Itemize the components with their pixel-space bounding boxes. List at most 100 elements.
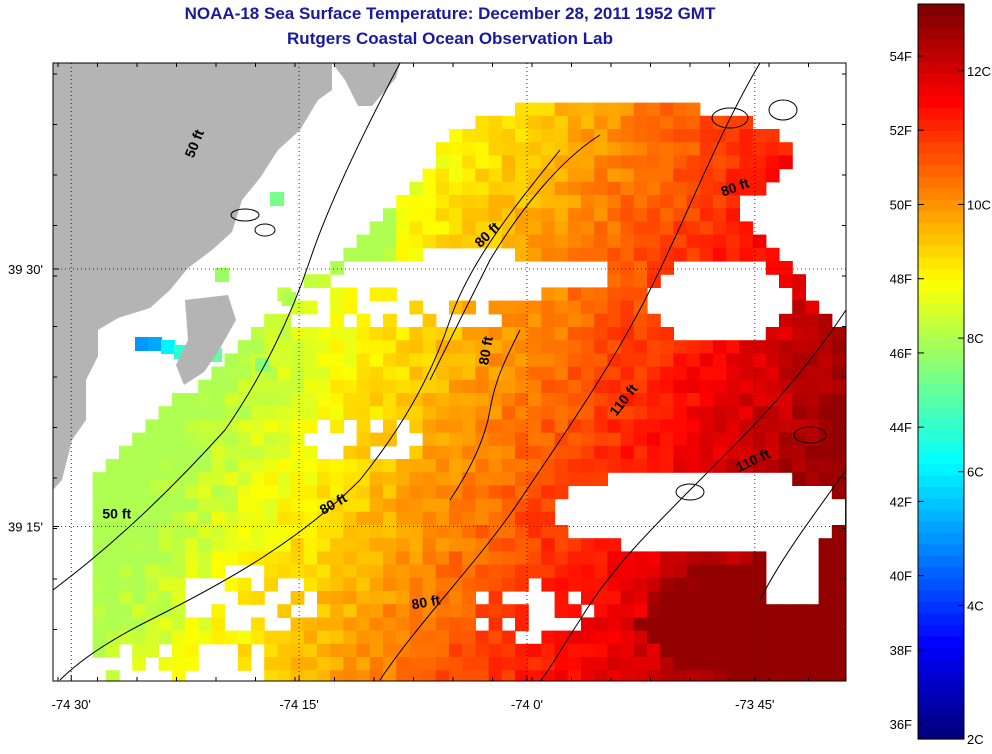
sst-pixel — [528, 142, 542, 156]
sst-pixel — [792, 313, 806, 328]
sst-pixel — [779, 340, 793, 354]
sst-pixel — [594, 142, 608, 156]
sst-pixel — [330, 657, 344, 671]
sst-pixel — [567, 155, 582, 170]
sst-pixel — [554, 472, 569, 486]
sst-pixel — [449, 195, 463, 209]
sst-pixel — [581, 643, 595, 658]
sst-pixel — [647, 195, 661, 209]
sst-pixel — [356, 353, 371, 368]
sst-pixel — [779, 459, 793, 473]
sst-pixel — [158, 577, 173, 592]
sst-pixel — [805, 617, 820, 632]
sst-pixel — [290, 551, 305, 566]
sst-pixel — [369, 643, 384, 658]
sst-pixel — [462, 366, 476, 381]
sst-pixel — [330, 643, 344, 658]
sst-pixel — [343, 657, 358, 671]
sst-pixel — [633, 155, 648, 170]
sst-pixel — [607, 195, 622, 209]
sst-pixel — [633, 142, 648, 156]
sst-pixel — [303, 445, 318, 460]
sst-pixel — [541, 525, 556, 539]
sst-pixel — [818, 564, 833, 579]
sst-pixel — [620, 564, 635, 579]
colorbar-label-celsius: 10C — [967, 197, 991, 212]
sst-pixel — [462, 168, 476, 183]
y-tick-label: 39 15' — [8, 520, 43, 535]
sst-pixel — [607, 155, 622, 170]
sst-pixel — [607, 393, 622, 407]
sst-pixel — [171, 445, 186, 460]
sst-pixel — [515, 327, 529, 341]
colorbar-step — [918, 394, 964, 407]
sst-pixel — [647, 313, 661, 328]
colorbar-step — [918, 153, 964, 166]
sst-pixel — [501, 142, 516, 156]
sst-pixel — [343, 511, 358, 526]
sst-pixel — [396, 643, 410, 658]
sst-pixel — [422, 525, 437, 539]
sst-pixel — [567, 327, 582, 341]
sst-pixel — [369, 525, 384, 539]
sst-pixel — [554, 604, 569, 618]
sst-pixel — [449, 617, 463, 632]
sst-pixel — [488, 406, 503, 420]
sst-pixel — [317, 366, 331, 381]
sst-pixel — [158, 604, 173, 618]
sst-pixel — [528, 366, 542, 381]
sst-pixel — [647, 155, 661, 170]
sst-pixel — [488, 643, 503, 658]
sst-pixel — [818, 459, 833, 473]
sst-pixel — [779, 630, 793, 645]
sst-pixel — [449, 459, 463, 473]
sst-pixel — [765, 353, 780, 368]
sst-pixel — [765, 366, 780, 381]
sst-pixel — [620, 591, 635, 605]
sst-pixel — [554, 379, 569, 394]
sst-pixel — [132, 432, 146, 447]
sst-pixel — [765, 168, 780, 183]
sst-pixel — [224, 525, 239, 539]
sst-pixel — [488, 657, 503, 671]
sst-pixel — [805, 604, 820, 618]
sst-pixel — [607, 129, 622, 143]
sst-pixel — [92, 551, 107, 566]
sst-pixel — [699, 591, 714, 605]
sst-pixel — [330, 261, 344, 275]
sst-pixel — [633, 366, 648, 381]
sst-pixel — [673, 432, 688, 447]
sst-pixel — [686, 564, 701, 579]
sst-pixel — [185, 498, 199, 513]
colorbar-step — [918, 84, 964, 97]
colorbar-step — [918, 26, 964, 40]
sst-pixel — [409, 511, 424, 526]
sst-pixel — [317, 525, 331, 539]
sst-pixel — [303, 274, 318, 288]
sst-pixel — [396, 366, 410, 381]
sst-pixel — [699, 115, 714, 130]
sst-pixel — [515, 432, 529, 447]
sst-pixel — [290, 630, 305, 645]
sst-pixel — [541, 366, 556, 381]
sst-pixel — [541, 102, 556, 117]
sst-pixel — [356, 604, 371, 618]
sst-pixel — [567, 208, 582, 222]
sst-pixel — [633, 577, 648, 592]
sst-pixel — [673, 393, 688, 407]
sst-pixel — [726, 617, 740, 632]
colorbar-step — [918, 325, 964, 338]
sst-pixel — [462, 577, 476, 592]
sst-pixel — [647, 221, 661, 236]
sst-pixel — [554, 591, 569, 605]
depth-contour — [711, 107, 749, 129]
sst-pixel — [805, 327, 820, 341]
depth-contour-label: 50 ft — [102, 505, 131, 521]
sst-pixel — [633, 234, 648, 249]
sst-pixel — [264, 657, 278, 671]
sst-pixel — [198, 617, 212, 632]
sst-pixel — [158, 591, 173, 605]
sst-pixel — [554, 155, 569, 170]
sst-pixel — [251, 485, 265, 500]
sst-pixel — [501, 485, 516, 500]
